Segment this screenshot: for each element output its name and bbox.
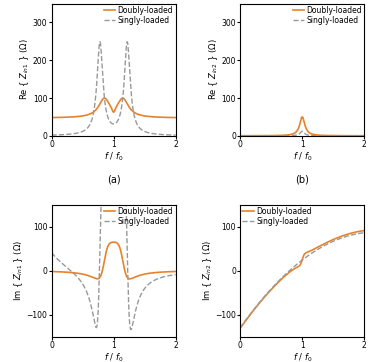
Singly-loaded [49, 133, 54, 137]
Doubly-loaded [102, 96, 107, 100]
Singly-loaded [64, 264, 68, 269]
Line: Doubly-loaded: Doubly-loaded [52, 98, 176, 118]
Singly-loaded [238, 134, 243, 138]
Y-axis label: Re { $Z_{in2}$ } ($\Omega$): Re { $Z_{in2}$ } ($\Omega$) [207, 39, 220, 101]
Doubly-loaded [171, 269, 176, 274]
Doubly-loaded [360, 134, 364, 138]
X-axis label: $f$ / $f_0$: $f$ / $f_0$ [293, 150, 312, 163]
Doubly-loaded [173, 115, 178, 120]
Singly-loaded [252, 134, 256, 138]
Singly-loaded [97, 44, 101, 48]
Line: Doubly-loaded: Doubly-loaded [52, 242, 176, 279]
Doubly-loaded [252, 134, 256, 138]
Singly-loaded [286, 134, 290, 138]
X-axis label: $f$ / $f_0$: $f$ / $f_0$ [104, 150, 123, 163]
Singly-loaded [173, 133, 178, 137]
Legend: Doubly-loaded, Singly-loaded: Doubly-loaded, Singly-loaded [103, 5, 174, 26]
Singly-loaded [238, 325, 243, 330]
Line: Doubly-loaded: Doubly-loaded [240, 231, 364, 328]
Legend: Doubly-loaded, Singly-loaded: Doubly-loaded, Singly-loaded [103, 206, 174, 227]
Title: (a): (a) [107, 175, 120, 185]
Legend: Doubly-loaded, Singly-loaded: Doubly-loaded, Singly-loaded [292, 5, 363, 26]
Doubly-loaded [291, 132, 296, 136]
Singly-loaded [360, 231, 364, 235]
Singly-loaded [346, 233, 351, 238]
Singly-loaded [259, 298, 264, 302]
Singly-loaded [360, 134, 364, 138]
Doubly-loaded [346, 232, 351, 236]
Singly-loaded [49, 251, 54, 255]
Doubly-loaded [286, 133, 290, 137]
Line: Doubly-loaded: Doubly-loaded [240, 117, 364, 136]
Doubly-loaded [97, 276, 102, 280]
Singly-loaded [71, 132, 75, 136]
Doubly-loaded [259, 134, 264, 138]
Singly-loaded [362, 231, 367, 235]
Singly-loaded [97, 279, 101, 283]
Singly-loaded [98, 39, 102, 44]
Singly-loaded [129, 328, 133, 332]
Doubly-loaded [64, 115, 68, 119]
Singly-loaded [346, 134, 351, 138]
Singly-loaded [291, 133, 296, 138]
Doubly-loaded [286, 272, 290, 276]
Title: (b): (b) [295, 175, 309, 185]
Singly-loaded [362, 134, 367, 138]
Doubly-loaded [71, 115, 75, 119]
Doubly-loaded [300, 115, 304, 119]
Singly-loaded [158, 132, 162, 136]
Line: Singly-loaded: Singly-loaded [240, 131, 364, 136]
Y-axis label: Re { $Z_{in1}$ } ($\Omega$): Re { $Z_{in1}$ } ($\Omega$) [19, 39, 31, 101]
Doubly-loaded [360, 229, 364, 233]
Line: Singly-loaded: Singly-loaded [52, 42, 176, 135]
Doubly-loaded [158, 270, 162, 274]
Doubly-loaded [238, 134, 243, 138]
Singly-loaded [158, 276, 162, 280]
Doubly-loaded [158, 115, 162, 119]
Doubly-loaded [102, 96, 107, 100]
Doubly-loaded [64, 270, 68, 274]
X-axis label: $f$ / $f_0$: $f$ / $f_0$ [104, 351, 123, 362]
Y-axis label: Im { $Z_{in1}$ } ($\Omega$): Im { $Z_{in1}$ } ($\Omega$) [13, 240, 25, 301]
Doubly-loaded [49, 115, 54, 120]
Doubly-loaded [49, 269, 54, 274]
Singly-loaded [102, 202, 107, 207]
Doubly-loaded [362, 228, 367, 233]
Singly-loaded [291, 265, 296, 270]
X-axis label: $f$ / $f_0$: $f$ / $f_0$ [293, 351, 312, 362]
Singly-loaded [171, 273, 176, 277]
Singly-loaded [252, 307, 256, 311]
Doubly-loaded [97, 103, 101, 108]
Line: Singly-loaded: Singly-loaded [52, 205, 176, 330]
Doubly-loaded [102, 257, 107, 262]
Doubly-loaded [346, 134, 351, 138]
Doubly-loaded [112, 240, 116, 244]
Singly-loaded [259, 134, 264, 138]
Doubly-loaded [173, 269, 178, 274]
Singly-loaded [64, 132, 68, 136]
Doubly-loaded [95, 277, 99, 281]
Doubly-loaded [252, 307, 256, 311]
Legend: Doubly-loaded, Singly-loaded: Doubly-loaded, Singly-loaded [242, 206, 313, 227]
Doubly-loaded [291, 267, 296, 272]
Singly-loaded [99, 202, 103, 207]
Doubly-loaded [238, 326, 243, 331]
Singly-loaded [71, 271, 75, 275]
Doubly-loaded [171, 115, 176, 120]
Doubly-loaded [259, 298, 264, 302]
Doubly-loaded [71, 270, 75, 275]
Singly-loaded [102, 97, 107, 101]
Doubly-loaded [362, 134, 367, 138]
Singly-loaded [300, 129, 304, 134]
Y-axis label: Im { $Z_{in2}$ } ($\Omega$): Im { $Z_{in2}$ } ($\Omega$) [201, 240, 214, 301]
Singly-loaded [286, 270, 290, 274]
Line: Singly-loaded: Singly-loaded [240, 233, 364, 328]
Singly-loaded [171, 133, 176, 137]
Singly-loaded [173, 273, 178, 277]
